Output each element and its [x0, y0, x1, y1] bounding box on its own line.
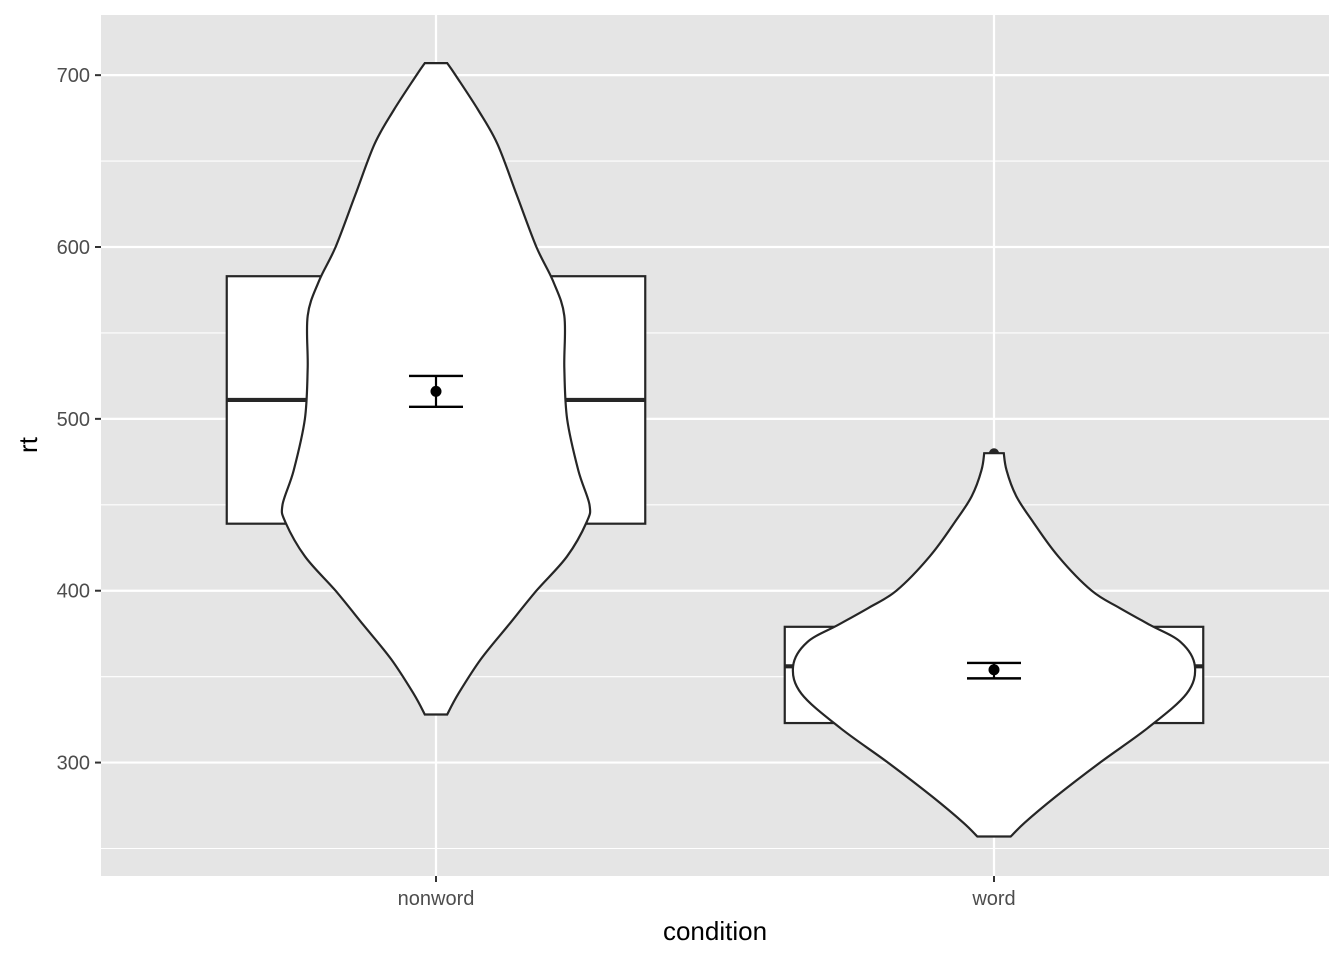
y-tick-label: 700: [57, 65, 90, 87]
mean-point: [430, 385, 442, 397]
y-tick-label: 300: [57, 753, 90, 775]
axes: 300 400 500 600 700 nonword word: [57, 65, 1016, 910]
x-tick-label: word: [971, 888, 1015, 910]
violin-shape: [791, 452, 1197, 838]
y-tick-label: 600: [57, 237, 90, 259]
x-tick-label: nonword: [398, 888, 475, 910]
x-axis-title: condition: [663, 916, 767, 946]
y-tick-label: 400: [57, 581, 90, 603]
mean-point: [988, 664, 1000, 676]
data-layer: [225, 62, 1205, 838]
y-tick-label: 500: [57, 409, 90, 431]
group-nonword: [225, 62, 647, 716]
group-word: [783, 448, 1205, 838]
y-axis-title: rt: [13, 436, 43, 453]
